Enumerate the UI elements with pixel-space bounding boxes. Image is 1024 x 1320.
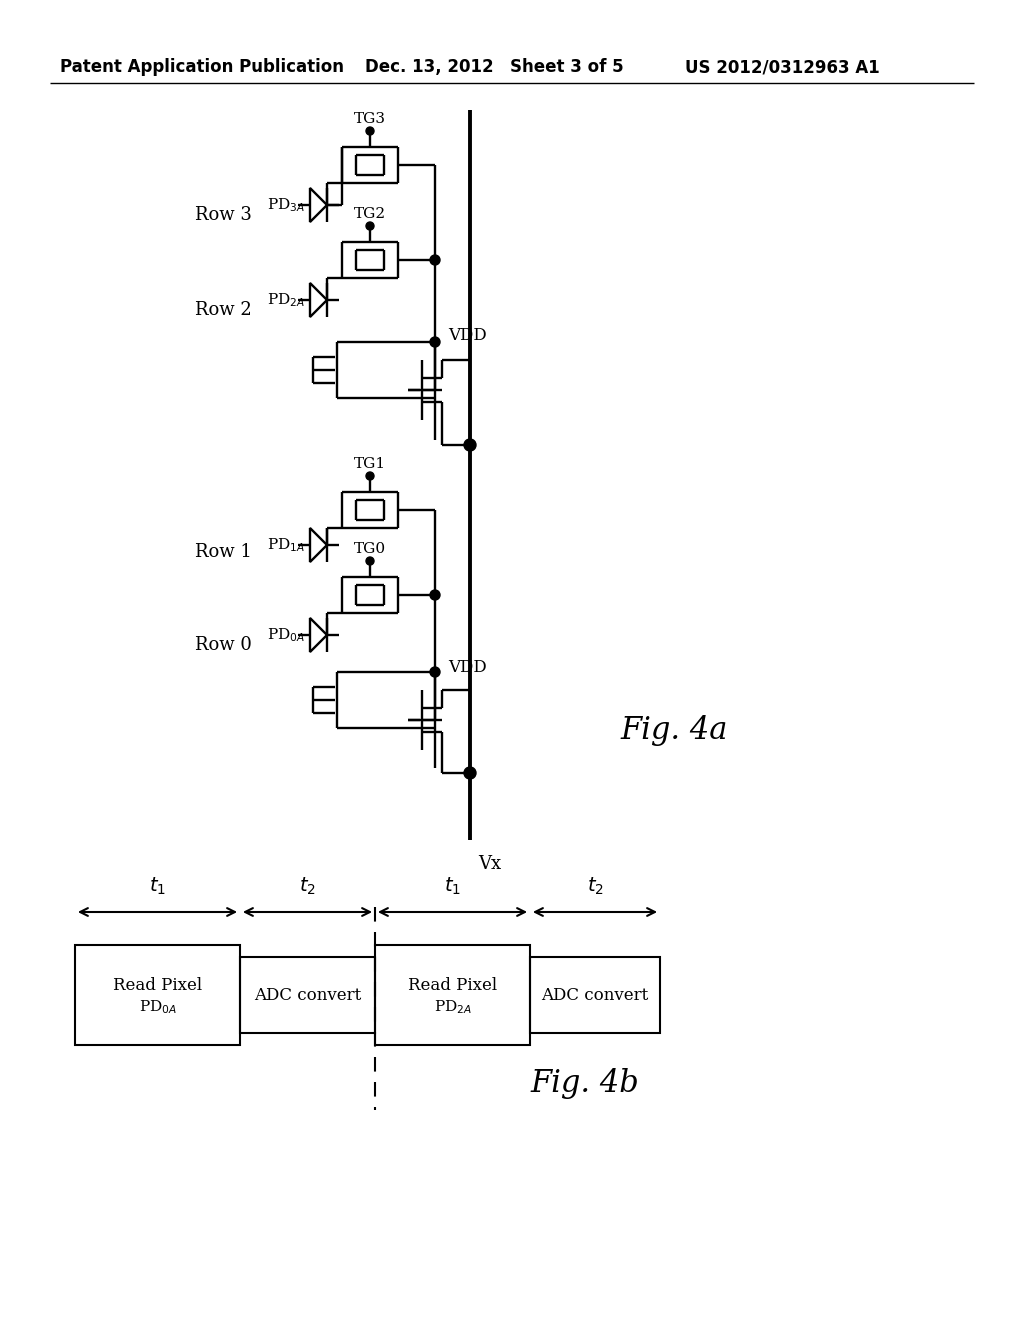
Text: PD$_{2A}$: PD$_{2A}$ [267, 292, 305, 309]
Text: ADC convert: ADC convert [254, 986, 361, 1003]
Circle shape [430, 255, 440, 265]
Text: TG2: TG2 [354, 207, 386, 220]
Text: TG1: TG1 [354, 457, 386, 471]
Text: VDD: VDD [449, 326, 486, 343]
Text: Row 3: Row 3 [195, 206, 252, 224]
Text: Sheet 3 of 5: Sheet 3 of 5 [510, 58, 624, 77]
Text: $t_2$: $t_2$ [587, 875, 603, 898]
Text: PD$_{0A}$: PD$_{0A}$ [138, 998, 176, 1016]
Text: $t_1$: $t_1$ [148, 875, 166, 898]
Circle shape [430, 590, 440, 601]
Text: Dec. 13, 2012: Dec. 13, 2012 [365, 58, 494, 77]
Text: Row 1: Row 1 [195, 543, 252, 561]
Text: Fig. 4a: Fig. 4a [620, 714, 727, 746]
Text: ADC convert: ADC convert [542, 986, 648, 1003]
Bar [375, 945, 530, 1045]
Text: TG0: TG0 [354, 543, 386, 556]
Text: PD$_{2A}$: PD$_{2A}$ [433, 998, 471, 1016]
Text: PD$_{0A}$: PD$_{0A}$ [267, 626, 305, 644]
Bar [530, 957, 660, 1034]
Text: Read Pixel: Read Pixel [408, 977, 497, 994]
Text: Read Pixel: Read Pixel [113, 977, 202, 994]
Circle shape [366, 473, 374, 480]
Text: Fig. 4b: Fig. 4b [530, 1068, 639, 1100]
Text: VDD: VDD [449, 660, 486, 676]
Text: PD$_{3A}$: PD$_{3A}$ [267, 197, 305, 214]
Bar [75, 945, 240, 1045]
Text: $t_1$: $t_1$ [444, 875, 461, 898]
Text: Row 0: Row 0 [195, 636, 252, 653]
Text: US 2012/0312963 A1: US 2012/0312963 A1 [685, 58, 880, 77]
Circle shape [366, 557, 374, 565]
Text: PD$_{1A}$: PD$_{1A}$ [267, 536, 305, 554]
Circle shape [464, 767, 476, 779]
Text: Row 2: Row 2 [195, 301, 252, 319]
Text: Vx: Vx [478, 855, 501, 873]
Circle shape [430, 667, 440, 677]
Circle shape [430, 337, 440, 347]
Text: TG3: TG3 [354, 112, 386, 125]
Text: $t_2$: $t_2$ [299, 875, 316, 898]
Circle shape [366, 222, 374, 230]
Circle shape [366, 127, 374, 135]
Circle shape [464, 440, 476, 451]
Bar [240, 957, 375, 1034]
Text: Patent Application Publication: Patent Application Publication [60, 58, 344, 77]
